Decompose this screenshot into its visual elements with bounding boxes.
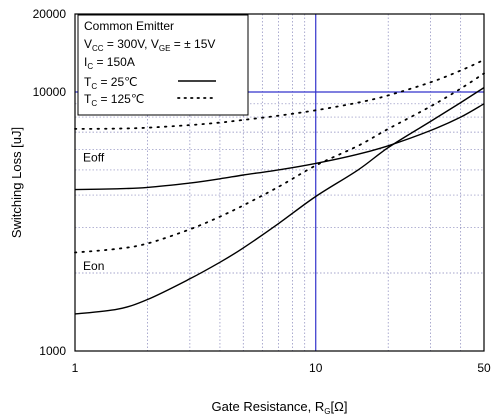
curve-label-eon: Eon	[83, 259, 104, 273]
x-axis-label-unit: [Ω]	[331, 399, 348, 414]
legend: Common Emitter VCC = 300V, VGE = ± 15V IC …	[77, 14, 249, 116]
legend-entry-dotted: TC = 125℃	[84, 92, 144, 108]
x-axis-label-main: Gate Resistance, R	[212, 399, 325, 414]
series-line-eoff-25-	[74, 103, 485, 191]
legend-entry-solid: TC = 25℃	[84, 75, 138, 91]
series-line-eoff-125-	[74, 59, 485, 130]
y-tick-label: 20000	[33, 7, 67, 21]
y-tick-label: 10000	[33, 85, 67, 99]
legend-conditions-voltage: VCC = 300V, VGE = ± 15V	[84, 37, 215, 53]
legend-conditions-current: IC = 150A	[84, 55, 135, 71]
legend-title: Common Emitter	[84, 19, 174, 33]
legend-box	[77, 14, 249, 116]
tick-labels: 1 10 50 1000 10000 20000	[33, 7, 491, 375]
x-axis-label-sub: G	[324, 407, 330, 416]
curve-label-eoff: Eoff	[83, 150, 105, 164]
x-axis-label: Gate Resistance, RG[Ω]	[212, 399, 348, 416]
grid	[75, 14, 484, 351]
y-axis-label: Switching Loss [uJ]	[9, 127, 24, 238]
curve-labels: Eoff Eon	[83, 150, 105, 273]
x-tick-label: 10	[309, 361, 323, 375]
x-tick-label: 50	[477, 361, 491, 375]
series-group	[74, 59, 485, 315]
x-tick-label: 1	[72, 361, 79, 375]
series-line-eon-25-	[74, 87, 485, 315]
y-tick-label: 1000	[39, 344, 66, 358]
legend-content: Common Emitter VCC = 300V, VGE = ± 15V IC …	[84, 19, 217, 108]
plot-frame	[74, 13, 485, 352]
